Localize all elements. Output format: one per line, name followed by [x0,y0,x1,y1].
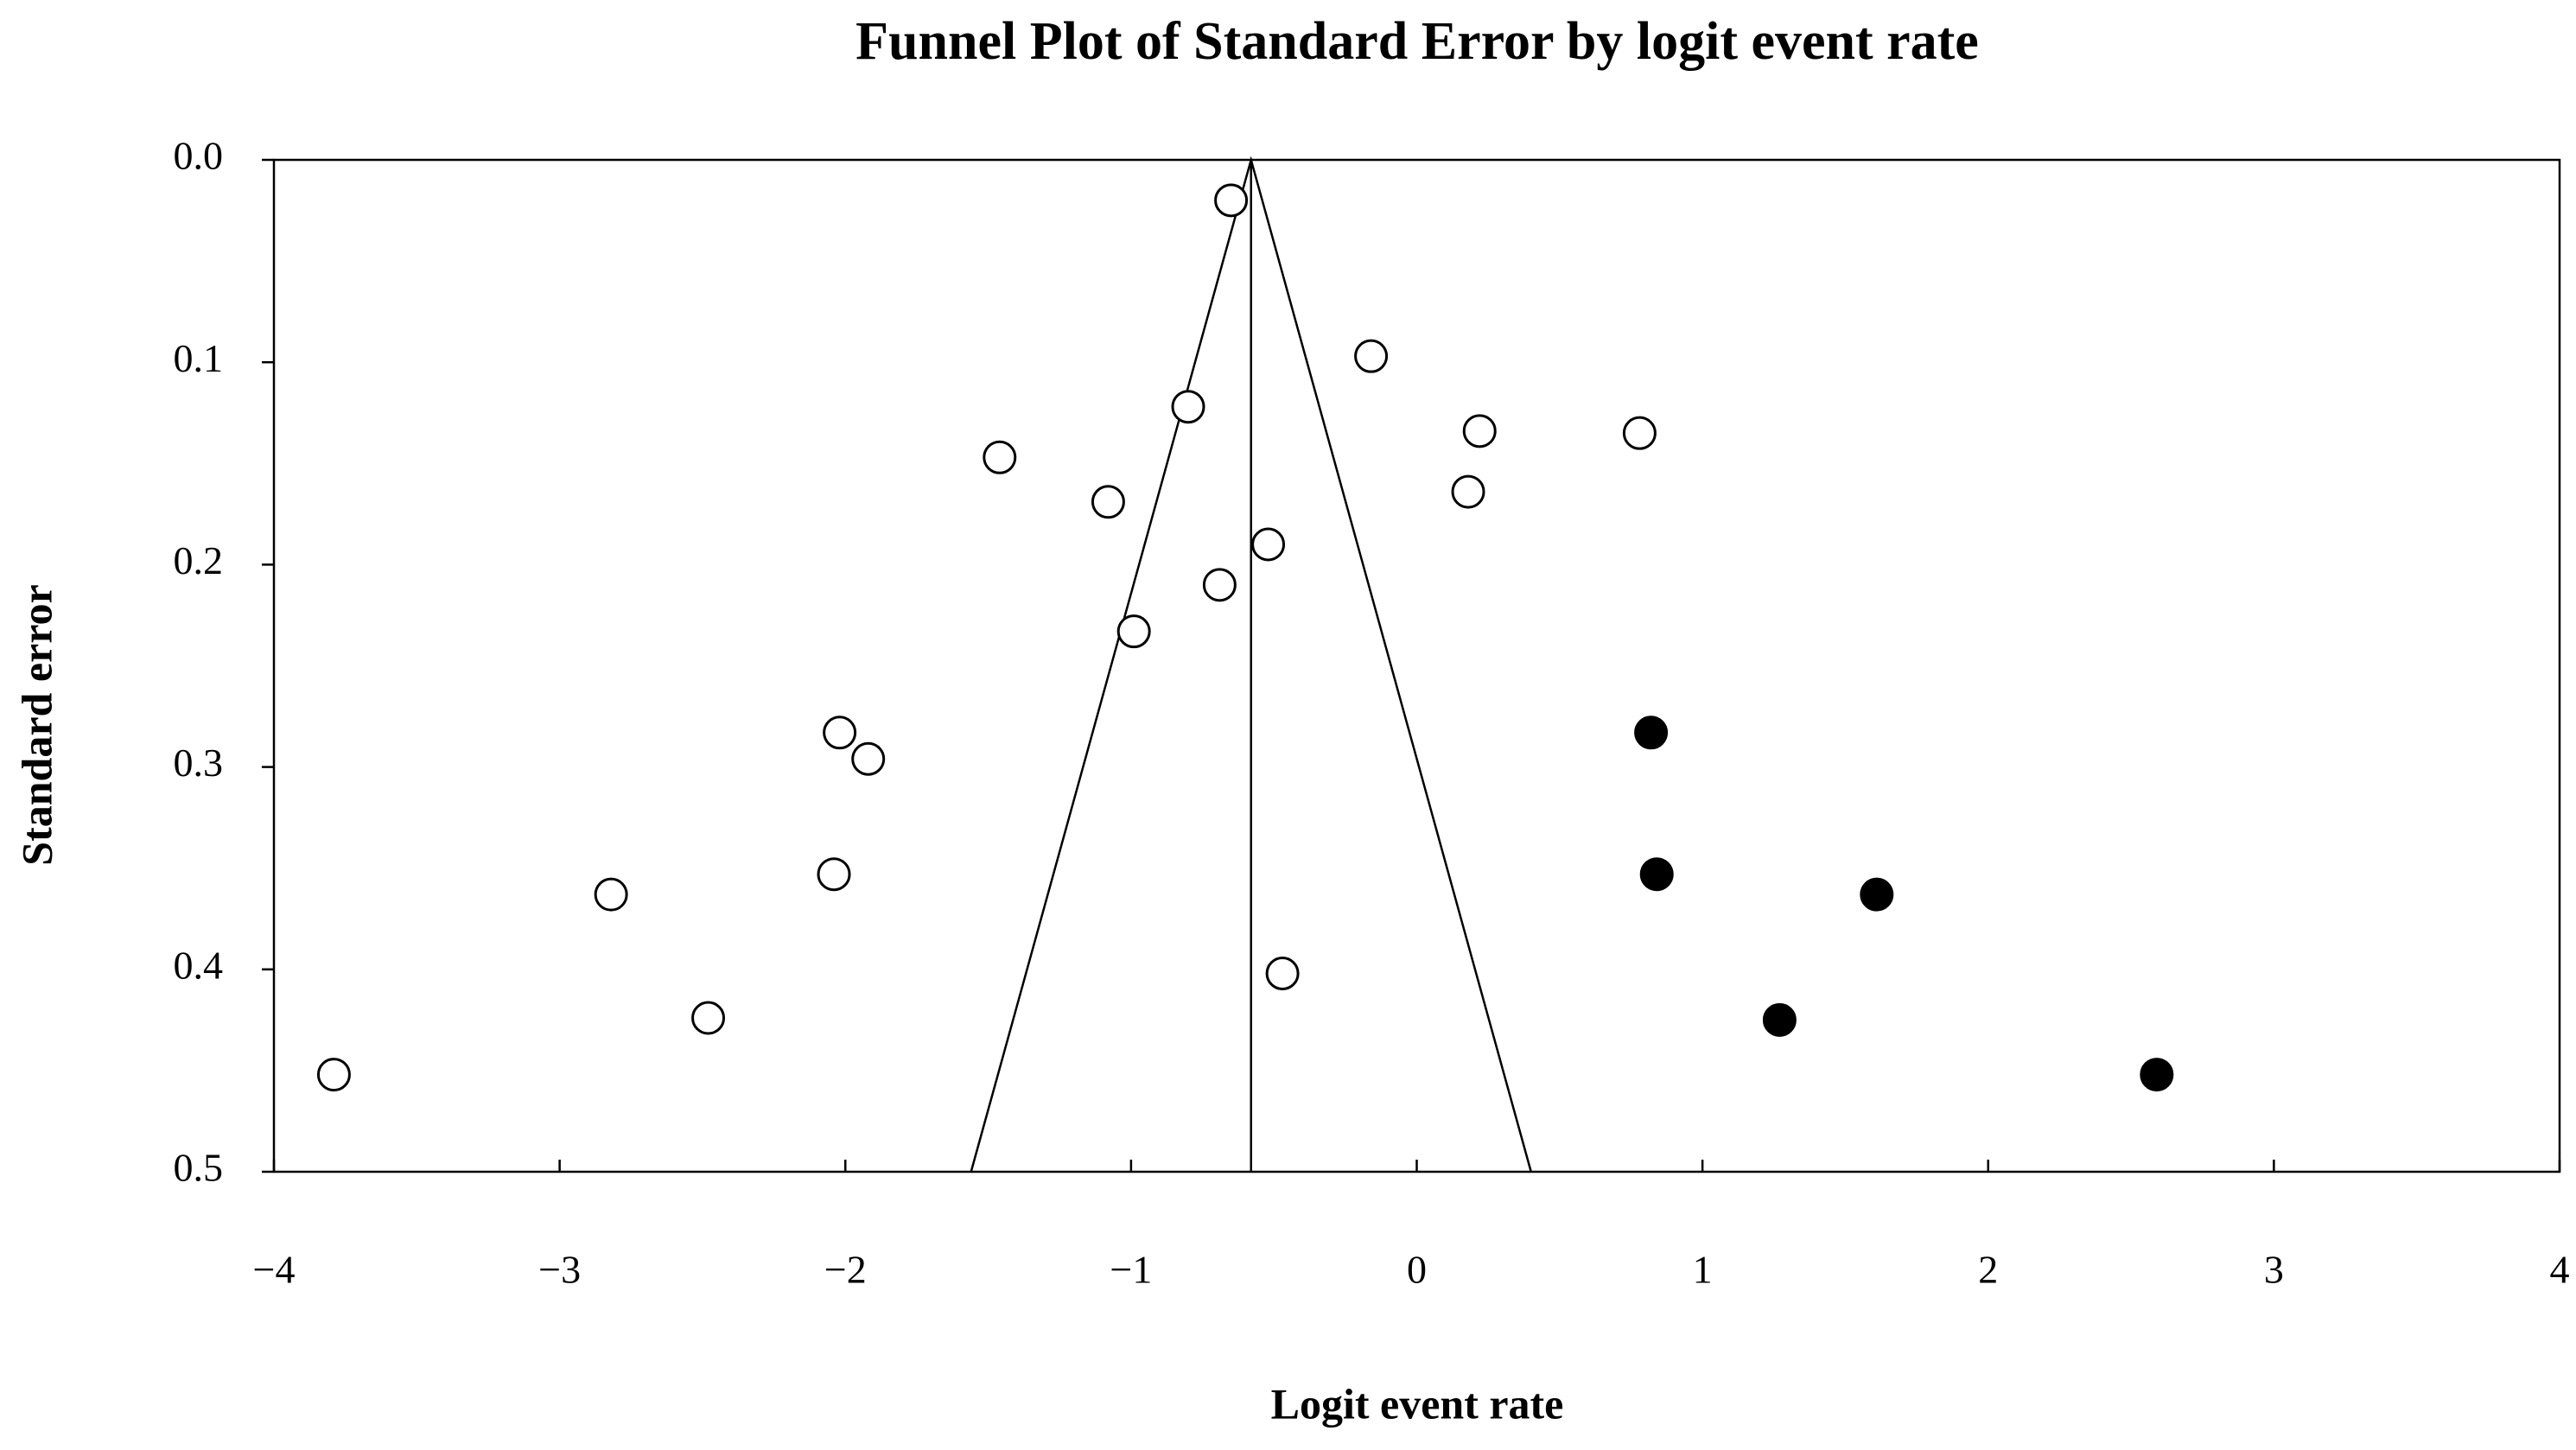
x-tick-label: −4 [253,1248,296,1292]
y-tick-label: 0.0 [174,134,224,178]
y-tick-label: 0.1 [174,336,224,380]
x-tick-label: 4 [2550,1248,2570,1292]
chart-title: Funnel Plot of Standard Error by logit e… [855,12,1979,71]
plot-frame [272,158,2561,1173]
study-point [1265,956,1300,990]
x-tick-label: −3 [538,1248,581,1292]
imputed-study-point [1860,877,1894,912]
study-point [1202,568,1237,602]
y-axis-label: Standard error [12,584,60,865]
x-tick-label: −2 [824,1248,867,1292]
x-tick-label: 2 [1978,1248,1998,1292]
study-point [1622,416,1657,450]
y-tick-label: 0.2 [174,538,224,582]
imputed-study-point [1639,857,1674,892]
study-point [983,440,1017,474]
study-point [1091,485,1125,519]
y-tick-label: 0.4 [174,943,224,987]
study-point [1251,527,1286,562]
imputed-study-point [2140,1058,2174,1092]
study-point [316,1058,351,1092]
x-axis-label: Logit event rate [1271,1379,1564,1428]
study-point [817,857,851,892]
y-tick-label: 0.3 [174,741,224,785]
funnel-line [970,156,1532,1173]
study-point [1116,614,1151,649]
study-point [823,715,857,750]
study-point [1451,474,1485,509]
y-tick-label: 0.5 [174,1146,224,1190]
x-tick-label: −1 [1110,1248,1152,1292]
study-point [1171,390,1205,424]
x-tick-label: 1 [1693,1248,1713,1292]
study-point [1214,183,1249,218]
x-tick-label: 0 [1407,1248,1427,1292]
study-point [691,1001,726,1035]
imputed-study-point [1762,1002,1797,1037]
imputed-study-point [1634,715,1669,750]
x-tick-label: 3 [2264,1248,2284,1292]
study-point [1462,414,1497,448]
study-point [851,741,886,776]
study-point [1354,339,1389,373]
study-point [594,877,628,912]
